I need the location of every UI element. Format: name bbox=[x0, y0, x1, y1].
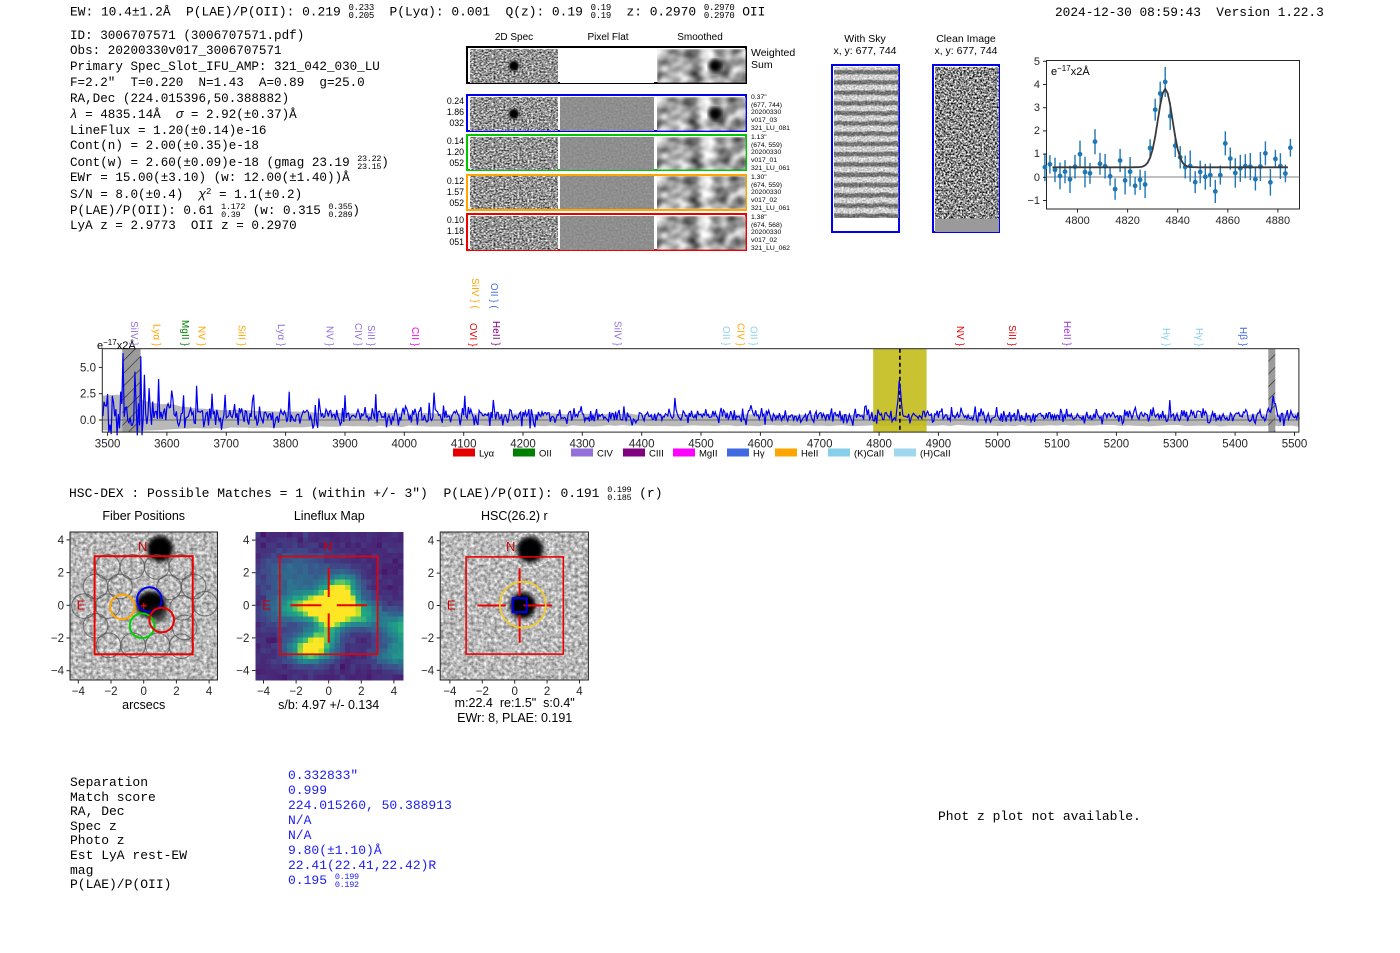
svg-text:5: 5 bbox=[1034, 56, 1040, 68]
svg-text:CIII: CIII bbox=[649, 449, 664, 460]
svg-text:4600: 4600 bbox=[748, 439, 774, 451]
svg-text:4820: 4820 bbox=[1115, 215, 1139, 227]
svg-text:Lyα: Lyα bbox=[479, 449, 495, 460]
svg-text:4840: 4840 bbox=[1165, 215, 1189, 227]
svg-text:0.0: 0.0 bbox=[80, 415, 96, 427]
svg-text:OII: OII bbox=[539, 449, 552, 460]
svg-text:−4: −4 bbox=[72, 686, 86, 698]
svg-text:0: 0 bbox=[1034, 172, 1040, 184]
svg-text:5300: 5300 bbox=[1163, 439, 1189, 451]
svg-text:2: 2 bbox=[358, 686, 364, 698]
svg-text:3700: 3700 bbox=[214, 439, 240, 451]
svg-text:0: 0 bbox=[511, 686, 517, 698]
svg-text:4200: 4200 bbox=[510, 439, 536, 451]
svg-text:3600: 3600 bbox=[154, 439, 180, 451]
svg-text:m:22.4 re:1.5" s:0.4": m:22.4 re:1.5" s:0.4" bbox=[455, 696, 575, 710]
svg-text:−2: −2 bbox=[51, 633, 64, 645]
svg-text:E: E bbox=[262, 597, 271, 612]
svg-text:0: 0 bbox=[325, 686, 331, 698]
svg-text:2.5: 2.5 bbox=[80, 389, 96, 401]
svg-text:(H)CaII: (H)CaII bbox=[920, 449, 951, 460]
svg-text:−4: −4 bbox=[236, 666, 250, 678]
svg-text:3800: 3800 bbox=[273, 439, 299, 451]
svg-text:EWr: 8, PLAE: 0.191: EWr: 8, PLAE: 0.191 bbox=[457, 711, 572, 725]
svg-text:5400: 5400 bbox=[1222, 439, 1248, 451]
svg-text:E: E bbox=[77, 597, 86, 612]
svg-text:N: N bbox=[506, 539, 515, 554]
svg-text:4: 4 bbox=[243, 535, 250, 547]
svg-text:4900: 4900 bbox=[926, 439, 952, 451]
svg-text:5.0: 5.0 bbox=[80, 362, 96, 374]
svg-text:4300: 4300 bbox=[570, 439, 596, 451]
svg-text:−4: −4 bbox=[443, 686, 457, 698]
svg-text:−4: −4 bbox=[421, 665, 435, 677]
svg-text:0: 0 bbox=[243, 600, 249, 612]
svg-text:4: 4 bbox=[428, 536, 435, 548]
svg-text:4: 4 bbox=[1034, 79, 1040, 91]
svg-text:2: 2 bbox=[243, 568, 249, 580]
svg-text:2: 2 bbox=[173, 686, 179, 698]
svg-text:4700: 4700 bbox=[807, 439, 833, 451]
svg-text:Hγ: Hγ bbox=[753, 449, 765, 460]
svg-text:−4: −4 bbox=[257, 686, 271, 698]
svg-text:2: 2 bbox=[58, 568, 64, 580]
svg-text:4800: 4800 bbox=[1065, 215, 1089, 227]
svg-text:−2: −2 bbox=[104, 686, 117, 698]
svg-text:−2: −2 bbox=[421, 633, 434, 645]
svg-text:5500: 5500 bbox=[1282, 439, 1308, 451]
svg-text:4: 4 bbox=[206, 686, 213, 698]
svg-text:MgII: MgII bbox=[699, 449, 717, 460]
svg-text:4100: 4100 bbox=[451, 439, 477, 451]
svg-text:−4: −4 bbox=[51, 666, 65, 678]
svg-text:4400: 4400 bbox=[629, 439, 655, 451]
svg-text:s/b: 4.97 +/- 0.134: s/b: 4.97 +/- 0.134 bbox=[278, 698, 379, 712]
svg-text:1: 1 bbox=[1034, 148, 1040, 160]
svg-text:HeII: HeII bbox=[801, 449, 818, 460]
svg-text:5200: 5200 bbox=[1104, 439, 1130, 451]
svg-text:5000: 5000 bbox=[985, 439, 1011, 451]
svg-text:arcsecs: arcsecs bbox=[122, 698, 165, 712]
svg-text:0: 0 bbox=[428, 601, 434, 613]
svg-text:5100: 5100 bbox=[1044, 439, 1070, 451]
svg-text:3500: 3500 bbox=[95, 439, 121, 451]
svg-text:0: 0 bbox=[58, 600, 64, 612]
svg-text:N: N bbox=[323, 539, 332, 554]
svg-text:3: 3 bbox=[1034, 102, 1040, 114]
svg-text:2: 2 bbox=[428, 568, 434, 580]
svg-text:4: 4 bbox=[58, 535, 65, 547]
svg-text:+: + bbox=[140, 599, 147, 613]
svg-text:−1: −1 bbox=[1027, 195, 1040, 207]
svg-text:4500: 4500 bbox=[688, 439, 714, 451]
svg-text:2: 2 bbox=[1034, 125, 1040, 137]
svg-text:0: 0 bbox=[140, 686, 146, 698]
svg-text:2: 2 bbox=[544, 686, 550, 698]
svg-text:E: E bbox=[447, 598, 456, 613]
svg-text:4860: 4860 bbox=[1216, 215, 1240, 227]
svg-text:N: N bbox=[138, 539, 147, 554]
svg-text:(K)CaII: (K)CaII bbox=[854, 449, 884, 460]
svg-text:4800: 4800 bbox=[866, 439, 892, 451]
svg-text:4880: 4880 bbox=[1266, 215, 1290, 227]
svg-text:4: 4 bbox=[391, 686, 398, 698]
svg-text:4: 4 bbox=[576, 686, 583, 698]
svg-text:−2: −2 bbox=[476, 686, 489, 698]
svg-text:−2: −2 bbox=[290, 686, 303, 698]
svg-text:3900: 3900 bbox=[332, 439, 358, 451]
svg-text:CIV: CIV bbox=[597, 449, 614, 460]
svg-text:4000: 4000 bbox=[392, 439, 418, 451]
svg-text:−2: −2 bbox=[236, 633, 249, 645]
